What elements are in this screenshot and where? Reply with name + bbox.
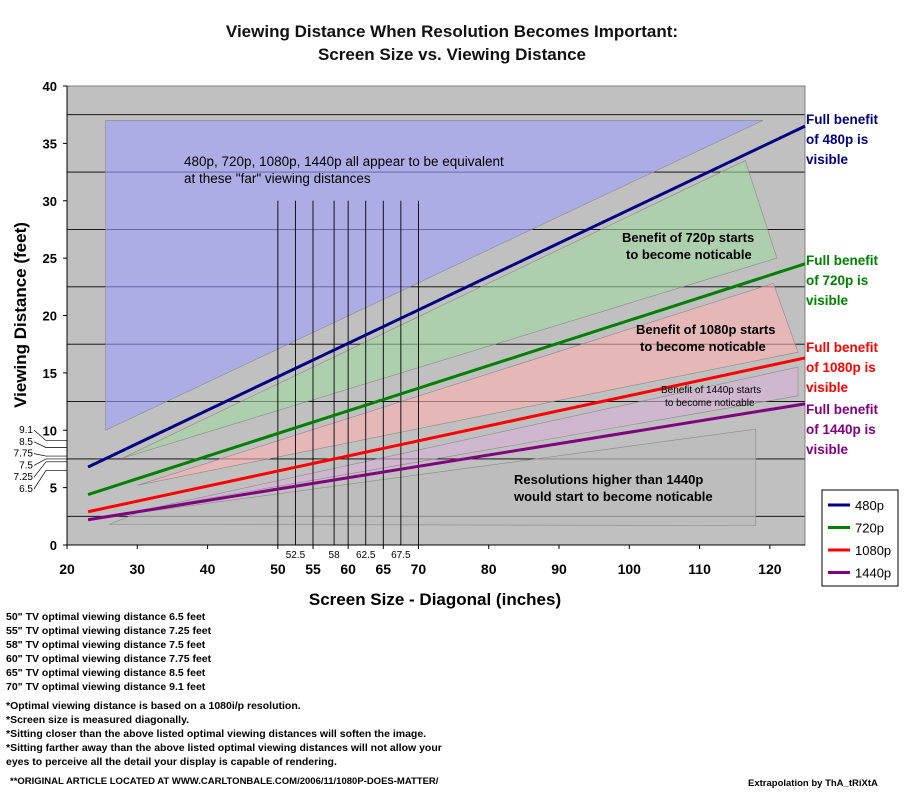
side-label-1440p: Full benefit of 1440p is visible — [806, 400, 878, 460]
annotation-3-line2: to become noticable — [665, 398, 755, 409]
annotation-4-line1: Resolutions higher than 1440p — [514, 472, 703, 487]
y-tick-label-7: 35 — [43, 136, 57, 151]
y-tick-label-2: 10 — [43, 423, 57, 438]
series-line-720p — [87, 262, 806, 496]
legend-label-1080p: 1080p — [855, 543, 891, 558]
annotation-4-line2: would start to become noticable — [513, 489, 713, 504]
note-60: 60" TV optimal viewing distance 7.75 fee… — [6, 653, 212, 665]
x-tick-label-5: 60 — [340, 561, 356, 577]
y-extra-leader-3 — [33, 453, 67, 457]
note-65: 65" TV optimal viewing distance 8.5 feet — [6, 667, 206, 679]
side-label-1080p: Full benefit of 1080p is visible — [806, 338, 878, 398]
y-tick-label-1: 5 — [50, 481, 57, 496]
y-extra-tick-label-3: 7.75 — [14, 449, 34, 460]
annotation-0-line2: at these "far" viewing distances — [184, 171, 371, 186]
x-extra-tick-label-0: 52.5 — [286, 550, 306, 561]
x-tick-label-6: 65 — [375, 561, 391, 577]
zone-1080p — [137, 282, 799, 486]
annotation-1-line1: Benefit of 720p starts — [622, 230, 754, 245]
y-axis-label: Viewing Distance (feet) — [11, 222, 30, 408]
y-tick-label-3: 15 — [43, 366, 57, 381]
footnote-5: eyes to perceive all the detail your dis… — [6, 756, 337, 768]
annotation-2-line1: Benefit of 1080p starts — [636, 322, 775, 337]
side-label-1440p-line3: visible — [806, 442, 849, 457]
x-tick-label-2: 40 — [200, 561, 216, 577]
footnotes: *Optimal viewing distance is based on a … — [6, 699, 442, 769]
y-extra-leader-1 — [33, 461, 67, 478]
annotation-1-line2: to become noticable — [626, 247, 752, 262]
credit-note: Extrapolation by ThA_tRiXtA — [748, 778, 878, 789]
optimal-distance-notes: 50" TV optimal viewing distance 6.5 feet… — [6, 610, 211, 694]
y-extra-leader-4 — [33, 441, 67, 448]
side-label-1080p-line2: of 1080p is — [806, 360, 876, 375]
note-58: 58" TV optimal viewing distance 7.5 feet — [6, 639, 206, 651]
y-extra-tick-label-0: 6.5 — [19, 484, 33, 495]
y-tick-label-5: 25 — [43, 251, 57, 266]
source-note: **ORIGINAL ARTICLE LOCATED AT WWW.CARLTO… — [10, 776, 439, 787]
x-extra-tick-label-1: 58 — [329, 550, 341, 561]
side-label-480p: Full benefit of 480p is visible — [806, 110, 878, 170]
annotation-0-line1: 480p, 720p, 1080p, 1440p all appear to b… — [184, 154, 504, 169]
footnote-3: *Sitting closer than the above listed op… — [6, 728, 427, 740]
y-extra-tick-label-4: 8.5 — [19, 437, 33, 448]
x-axis-label: Screen Size - Diagonal (inches) — [309, 590, 561, 609]
legend-label-720p: 720p — [855, 521, 884, 536]
annotation-2-line2: to become noticable — [640, 339, 766, 354]
legend-label-480p: 480p — [855, 498, 884, 513]
zone-720p — [123, 160, 778, 459]
y-extra-leader-2 — [33, 458, 67, 466]
side-label-720p-line1: Full benefit — [806, 253, 878, 268]
side-label-1080p-line1: Full benefit — [806, 340, 878, 355]
side-label-480p-line2: of 480p is — [806, 132, 869, 147]
annotation-3-line1: Benefit of 1440p starts — [661, 385, 761, 396]
y-extra-leader-5 — [33, 429, 67, 441]
side-label-1080p-line3: visible — [806, 380, 849, 395]
zone-higher — [109, 428, 757, 526]
x-tick-label-1: 30 — [129, 561, 145, 577]
y-tick-label-4: 20 — [43, 309, 57, 324]
series-line-1080p — [87, 356, 806, 514]
y-tick-label-6: 30 — [43, 194, 57, 209]
side-label-480p-line3: visible — [806, 152, 849, 167]
y-extra-tick-label-1: 7.25 — [14, 472, 34, 483]
x-extra-tick-label-2: 62.5 — [356, 550, 376, 561]
zone-equivalent — [105, 120, 763, 431]
x-extra-tick-label-3: 67.5 — [391, 550, 411, 561]
footnote-2: *Screen size is measured diagonally. — [6, 714, 190, 726]
side-label-1440p-line2: of 1440p is — [806, 422, 876, 437]
x-tick-label-10: 100 — [618, 561, 642, 577]
x-tick-label-7: 70 — [411, 561, 427, 577]
x-tick-label-9: 90 — [551, 561, 567, 577]
x-tick-label-8: 80 — [481, 561, 497, 577]
footnote-1: *Optimal viewing distance is based on a … — [6, 700, 301, 712]
y-tick-label-8: 40 — [43, 79, 57, 94]
side-label-720p-line3: visible — [806, 293, 849, 308]
note-70: 70" TV optimal viewing distance 9.1 feet — [6, 681, 206, 693]
y-extra-tick-label-5: 9.1 — [19, 425, 33, 436]
series-line-1440p — [87, 402, 806, 522]
chart-subtitle: Screen Size vs. Viewing Distance — [317, 45, 587, 64]
x-tick-label-0: 20 — [59, 561, 75, 577]
legend-label-1440p: 1440p — [855, 566, 891, 581]
y-extra-leader-0 — [33, 470, 67, 490]
note-50: 50" TV optimal viewing distance 6.5 feet — [6, 611, 206, 623]
chart-title: Viewing Distance When Resolution Becomes… — [225, 22, 679, 41]
side-label-720p: Full benefit of 720p is visible — [806, 251, 878, 311]
series-line-480p — [87, 124, 806, 469]
y-extra-tick-label-2: 7.5 — [19, 460, 33, 471]
x-tick-label-11: 110 — [688, 561, 711, 577]
side-label-480p-line1: Full benefit — [806, 112, 878, 127]
x-tick-label-4: 55 — [305, 561, 321, 577]
side-label-1440p-line1: Full benefit — [806, 402, 878, 417]
note-55: 55" TV optimal viewing distance 7.25 fee… — [6, 625, 212, 637]
footnote-4: *Sitting farther away than the above lis… — [6, 742, 442, 754]
x-tick-label-3: 50 — [270, 561, 286, 577]
y-tick-label-0: 0 — [50, 538, 57, 553]
x-tick-label-12: 120 — [758, 561, 782, 577]
side-label-720p-line2: of 720p is — [806, 273, 869, 288]
